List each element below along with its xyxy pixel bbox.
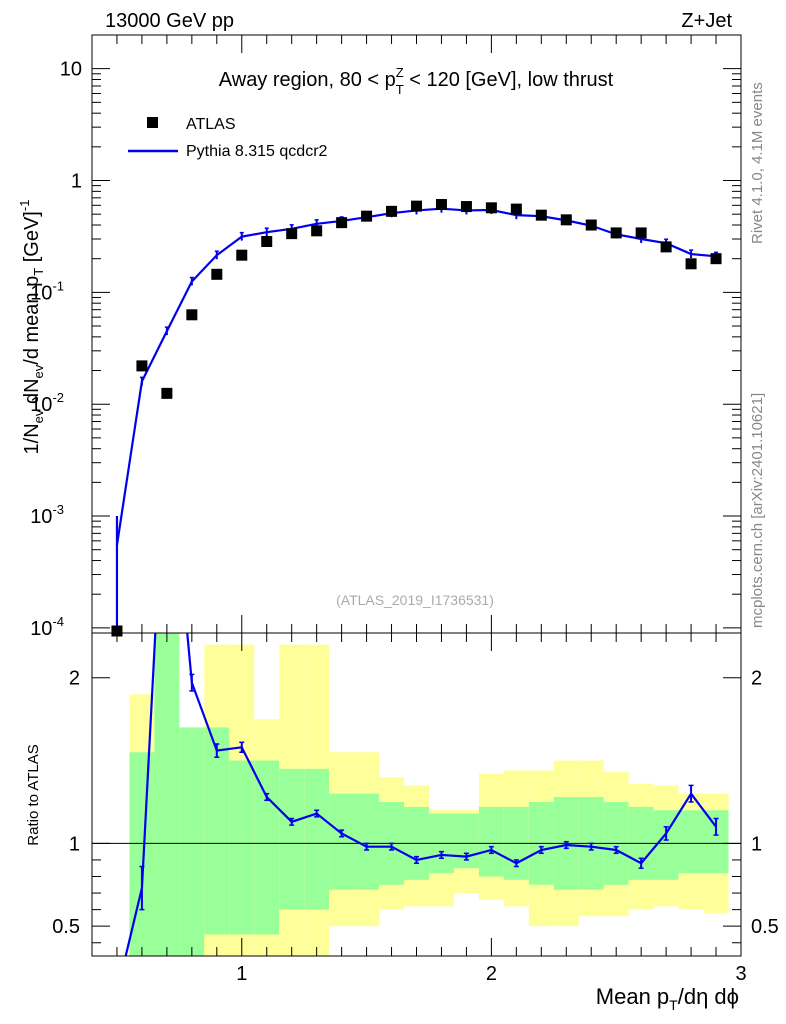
analysis-watermark: (ATLAS_2019_I1736531) [336, 592, 494, 608]
x-tick-label: 1 [236, 963, 247, 985]
x-axis-label: Mean pT/dη dϕ [596, 984, 739, 1013]
data-point [186, 309, 198, 321]
legend-data-marker [147, 117, 158, 128]
green-band-bin [329, 793, 355, 890]
ratio-y-tick-label: 1 [69, 833, 80, 855]
rivet-version-label: Rivet 4.1.0, 4.1M events [749, 82, 766, 244]
data-point [635, 227, 647, 239]
main-y-tick-label: 10 [60, 59, 82, 81]
main-y-axis-label: 1/Nev dNev/d mean pT [GeV]-1 [17, 200, 46, 455]
data-point [560, 214, 572, 226]
ratio-y-axis-label: Ratio to ATLAS [25, 744, 42, 845]
mc-series [115, 203, 719, 633]
legend: ATLAS Pythia 8.315 qcdcr2 [128, 116, 328, 160]
mc-line [115, 207, 717, 546]
main-y-tick-label: 1 [71, 171, 82, 193]
legend-data-label: ATLAS [186, 116, 236, 133]
x-tick-label: 3 [735, 963, 746, 985]
data-point [585, 219, 597, 231]
main-y-tick-label: 10-1 [30, 278, 64, 304]
data-point [336, 217, 348, 229]
ratio-y-tick-label: 0.5 [52, 916, 80, 938]
data-point [411, 200, 422, 212]
x-tick-label: 2 [486, 963, 497, 985]
data-point [510, 203, 522, 215]
main-y-tick-label: 10-3 [30, 502, 64, 528]
data-point [111, 625, 123, 637]
ratio-y-tick-label-right: 2 [751, 668, 762, 690]
green-band-bin [304, 768, 330, 910]
ratio-panel: 2 2 1 1 0.5 0.5 1 2 3 Ratio to ATLAS Mean pT/dη… [25, 632, 779, 1013]
ratio-y-tick-label-right: 0.5 [751, 916, 779, 938]
process-label: Z+Jet [681, 10, 732, 32]
plot-title: Away region, 80 < pZ T < 120 [GeV], low t… [219, 65, 614, 97]
data-point [311, 225, 323, 237]
ratio-uncertainty-bands [129, 633, 729, 956]
green-band-bin [254, 760, 280, 935]
data-point [685, 258, 697, 270]
green-band-bin [279, 768, 305, 910]
data-point [261, 235, 273, 247]
main-panel: 10 1 10-1 10-2 10-3 10-4 Away region, 80 < pZ… [17, 34, 742, 640]
green-band-bin [154, 633, 180, 956]
data-point [460, 201, 472, 213]
ratio-y-tick-label: 2 [69, 668, 80, 690]
ratio-x-ticks: 1 2 3 [91, 633, 747, 985]
green-band-bin [229, 760, 255, 935]
data-point [136, 360, 148, 372]
data-point [535, 209, 547, 221]
data-point [211, 268, 223, 280]
legend-mc-label: Pythia 8.315 qcdcr2 [186, 143, 328, 160]
ratio-y-tick-label-right: 1 [751, 833, 762, 855]
data-point [485, 202, 497, 214]
mcplots-reference-label: mcplots.cern.ch [arXiv:2401.10621] [749, 393, 766, 628]
ratio-y-ticks: 2 2 1 1 0.5 0.5 [52, 668, 779, 944]
green-band-bin [179, 727, 205, 956]
data-point [236, 249, 248, 261]
main-y-tick-label: 10-4 [30, 614, 64, 640]
ratio-mc-series [124, 633, 719, 956]
collision-energy-label: 13000 GeV pp [105, 10, 234, 32]
data-point [386, 205, 398, 217]
data-point [435, 199, 447, 211]
data-point [161, 387, 173, 399]
main-y-ticks: 10 1 10-1 10-2 10-3 10-4 [30, 34, 741, 640]
data-point [710, 253, 722, 265]
data-point [660, 241, 672, 253]
data-point [610, 227, 622, 239]
main-x-ticks [91, 35, 742, 633]
green-band-bin [678, 810, 704, 874]
green-band-bin [204, 727, 230, 935]
data-point [361, 210, 373, 222]
data-series [111, 199, 722, 637]
green-band-bin [478, 806, 504, 877]
main-y-tick-label: 10-2 [30, 390, 64, 416]
data-point [286, 228, 298, 240]
